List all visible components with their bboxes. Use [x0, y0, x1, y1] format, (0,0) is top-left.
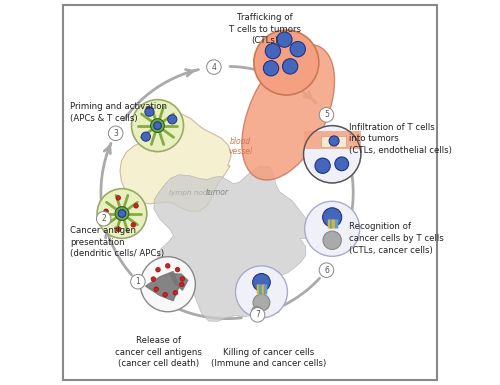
Circle shape	[304, 126, 361, 183]
Circle shape	[176, 267, 180, 272]
Text: Recognition of
cancer cells by T cells
(CTLs, cancer cells): Recognition of cancer cells by T cells (…	[350, 222, 444, 254]
Text: 1: 1	[136, 277, 140, 286]
Text: 6: 6	[324, 266, 329, 275]
Circle shape	[335, 157, 348, 171]
Text: 5: 5	[324, 110, 329, 119]
Circle shape	[154, 287, 158, 291]
Circle shape	[163, 292, 168, 297]
Circle shape	[323, 231, 342, 249]
Text: blood
vessel: blood vessel	[228, 137, 252, 156]
Circle shape	[322, 208, 342, 227]
Text: 3: 3	[114, 129, 118, 138]
Text: Release of
cancer cell antigens
(cancer cell death): Release of cancer cell antigens (cancer …	[115, 336, 202, 368]
Circle shape	[206, 60, 221, 74]
Bar	[304, 131, 361, 149]
Circle shape	[116, 227, 121, 231]
Circle shape	[254, 30, 319, 95]
Circle shape	[236, 266, 288, 318]
Circle shape	[252, 273, 270, 291]
Circle shape	[150, 119, 164, 132]
Circle shape	[277, 32, 292, 47]
Text: 4: 4	[212, 62, 216, 72]
Circle shape	[156, 268, 160, 272]
Circle shape	[132, 100, 184, 152]
Circle shape	[154, 122, 162, 129]
Circle shape	[116, 196, 120, 200]
Circle shape	[140, 257, 196, 312]
Bar	[336, 136, 345, 147]
Circle shape	[96, 211, 111, 226]
Circle shape	[319, 107, 334, 122]
Circle shape	[118, 210, 126, 218]
Circle shape	[97, 189, 147, 238]
Circle shape	[266, 44, 280, 59]
Bar	[320, 136, 330, 147]
Polygon shape	[154, 166, 313, 321]
Circle shape	[319, 263, 334, 278]
Polygon shape	[146, 271, 180, 301]
Ellipse shape	[242, 44, 334, 180]
Text: tumor: tumor	[206, 188, 229, 197]
Circle shape	[180, 282, 184, 287]
Circle shape	[168, 115, 177, 124]
Circle shape	[173, 291, 178, 295]
Circle shape	[108, 126, 123, 141]
Text: lymph node: lymph node	[170, 189, 212, 196]
Circle shape	[315, 158, 330, 173]
Circle shape	[104, 209, 108, 214]
Text: Cancer antigen
presentation
(dendritic cells/ APCs): Cancer antigen presentation (dendritic c…	[70, 226, 164, 258]
Circle shape	[134, 204, 138, 208]
Circle shape	[130, 275, 145, 289]
Circle shape	[264, 60, 278, 76]
Circle shape	[252, 306, 262, 317]
Circle shape	[166, 264, 170, 268]
Text: 2: 2	[102, 214, 106, 223]
Circle shape	[304, 201, 360, 256]
Polygon shape	[120, 114, 231, 211]
Circle shape	[180, 277, 184, 281]
Circle shape	[145, 107, 154, 116]
Text: Priming and activation
(APCs & T cells): Priming and activation (APCs & T cells)	[70, 102, 168, 123]
Text: Infiltration of T cells
into tumors
(CTLs, endothelial cells): Infiltration of T cells into tumors (CTL…	[350, 123, 453, 155]
Circle shape	[250, 308, 265, 322]
Circle shape	[253, 294, 270, 311]
Polygon shape	[170, 274, 188, 290]
Circle shape	[282, 59, 298, 74]
Circle shape	[151, 277, 156, 281]
Circle shape	[115, 207, 129, 220]
Circle shape	[131, 223, 136, 227]
Text: Killing of cancer cells
(Immune and cancer cells): Killing of cancer cells (Immune and canc…	[212, 348, 326, 368]
Text: 7: 7	[255, 310, 260, 320]
Circle shape	[329, 136, 339, 146]
Circle shape	[290, 42, 306, 57]
Circle shape	[142, 132, 150, 141]
Text: Trafficking of
T cells to tumors
(CTLs): Trafficking of T cells to tumors (CTLs)	[230, 13, 302, 45]
